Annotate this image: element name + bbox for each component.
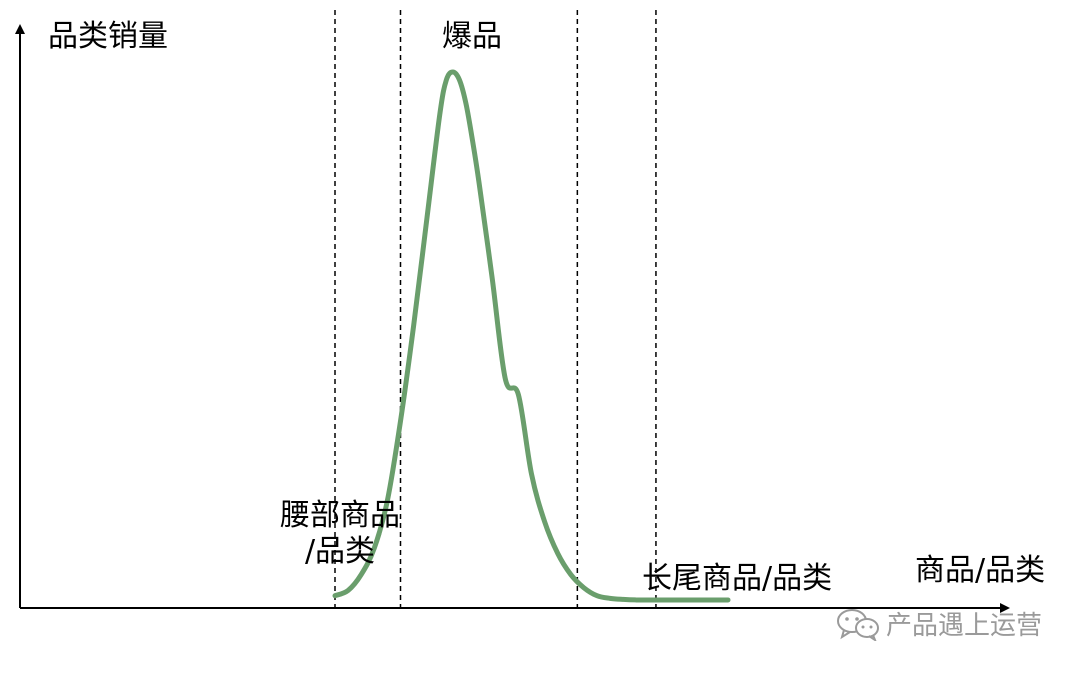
region-label-waist-line-2: /品类 (304, 534, 376, 569)
region-label-long-tail: 长尾商品/品类 (642, 561, 833, 596)
region-label-hot-products: 爆品 (442, 19, 502, 54)
series-line (332, 69, 731, 603)
y-axis-label: 品类销量 (48, 19, 168, 54)
wechat-icon (836, 607, 880, 645)
watermark-text: 产品遇上运营 (886, 611, 1043, 641)
x-axis-label: 商品/品类 (915, 553, 1046, 588)
watermark: 产品遇上运营 (836, 606, 1042, 646)
region-label-waist-products: 腰部商品 /品类 (280, 498, 400, 570)
region-label-waist-line-1: 腰部商品 (280, 498, 400, 533)
